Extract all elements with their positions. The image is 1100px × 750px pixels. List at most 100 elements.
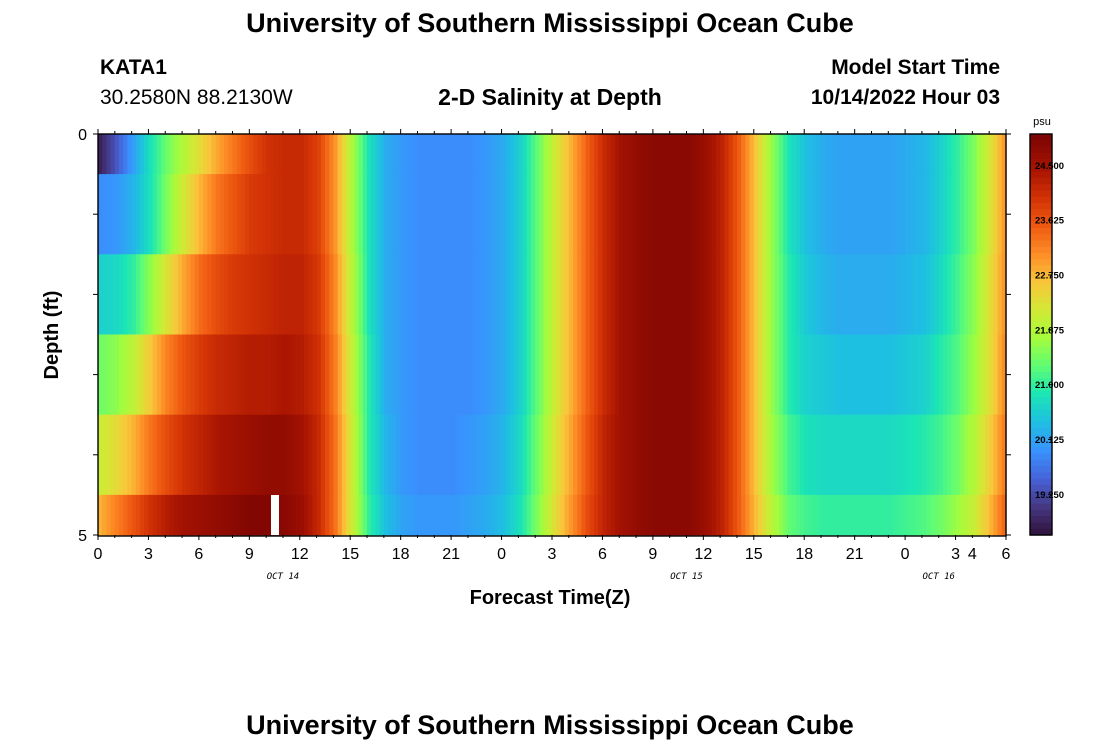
heatmap-cell (476, 414, 482, 496)
heatmap-cell (732, 174, 738, 255)
heatmap-cell (152, 414, 158, 496)
heatmap-cell (98, 494, 103, 536)
heatmap-cell (530, 254, 536, 335)
heatmap-cell (135, 174, 141, 255)
heatmap-cell (413, 134, 419, 175)
heatmap-cell (934, 174, 940, 255)
heatmap-cell (846, 134, 852, 175)
heatmap-cell (182, 254, 187, 335)
heatmap-cell (770, 134, 776, 175)
heatmap-cell (497, 414, 503, 496)
heatmap-cell (766, 414, 772, 496)
heatmap-cell (295, 174, 301, 255)
heatmap-cell (459, 174, 465, 255)
heatmap-cell (951, 334, 957, 416)
colorbar-segment (1030, 152, 1052, 160)
heatmap-cell (871, 254, 877, 335)
heatmap-cell (745, 414, 751, 496)
heatmap-cell (804, 134, 810, 175)
heatmap-cell (783, 254, 788, 335)
heatmap-cell (984, 494, 990, 536)
heatmap-cell (854, 254, 860, 335)
heatmap-cell (215, 494, 221, 536)
heatmap-cell (392, 174, 398, 255)
heatmap-cell (640, 494, 646, 536)
heatmap-cell (816, 134, 822, 175)
heatmap-cell (173, 494, 179, 536)
heatmap-cell (615, 494, 620, 536)
heatmap-cell (295, 254, 301, 335)
heatmap-cell (963, 174, 969, 255)
heatmap-cell (232, 254, 238, 335)
heatmap-cell (816, 334, 822, 416)
heatmap-cell (228, 134, 234, 175)
heatmap-cell (762, 414, 767, 496)
heatmap-cell (404, 134, 410, 175)
heatmap-cell (367, 174, 372, 255)
heatmap-cell (833, 414, 839, 496)
colorbar-segment (1030, 478, 1052, 486)
colorbar-segment (1030, 171, 1052, 179)
heatmap-cell (409, 414, 414, 496)
colorbar-segment (1030, 334, 1052, 342)
heatmap-cell (446, 414, 452, 496)
heatmap-cell (888, 254, 894, 335)
heatmap-cell (762, 494, 767, 536)
heatmap-cell (808, 254, 814, 335)
heatmap-cell (955, 254, 961, 335)
x-tick-label: 21 (442, 546, 460, 563)
heatmap-cell (451, 334, 456, 416)
heatmap-cell (1001, 254, 1007, 335)
heatmap-cell (728, 174, 734, 255)
colorbar-segment (1030, 296, 1052, 304)
heatmap-cell (976, 174, 982, 255)
heatmap-cell (795, 134, 801, 175)
heatmap-cell (505, 494, 511, 536)
heatmap-cell (177, 494, 183, 536)
heatmap-cell (127, 334, 133, 416)
heatmap-cell (615, 334, 620, 416)
heatmap-cell (371, 494, 377, 536)
heatmap-cell (358, 414, 364, 496)
heatmap-cell (816, 494, 822, 536)
heatmap-cell (228, 334, 234, 416)
colorbar-segment (1030, 528, 1052, 536)
heatmap-cell (577, 494, 583, 536)
colorbar-segment (1030, 491, 1052, 499)
x-tick-label: 9 (245, 546, 254, 563)
heatmap-cell (161, 134, 166, 175)
heatmap-cell (425, 254, 431, 335)
heatmap-cell (358, 334, 364, 416)
colorbar-segment (1030, 503, 1052, 511)
heatmap-cell (329, 494, 334, 536)
heatmap-cell (926, 334, 931, 416)
heatmap-cell (417, 494, 423, 536)
heatmap-cell (198, 494, 204, 536)
heatmap-cell (888, 134, 894, 175)
heatmap-cell (661, 334, 667, 416)
heatmap-cell (522, 334, 528, 416)
colorbar-segment (1030, 422, 1052, 430)
heatmap-cell (106, 494, 112, 536)
heatmap-cell (190, 134, 196, 175)
heatmap-cell (140, 134, 145, 175)
heatmap-cell (711, 134, 717, 175)
heatmap-cell (303, 134, 309, 175)
heatmap-cell (724, 334, 730, 416)
heatmap-cell (989, 174, 994, 255)
heatmap-cell (169, 134, 175, 175)
heatmap-cell (720, 334, 725, 416)
heatmap-cell (547, 254, 553, 335)
heatmap-cell (934, 414, 940, 496)
heatmap-cell (127, 414, 133, 496)
heatmap-cell (699, 134, 704, 175)
heatmap-cell (648, 174, 654, 255)
heatmap-cell (686, 414, 692, 496)
heatmap-cell (703, 254, 709, 335)
heatmap-cell (585, 134, 591, 175)
heatmap-cell (627, 414, 633, 496)
heatmap-cell (875, 414, 881, 496)
heatmap-cell (198, 334, 204, 416)
heatmap-cell (425, 134, 431, 175)
x-tick-label: 3 (951, 546, 960, 563)
